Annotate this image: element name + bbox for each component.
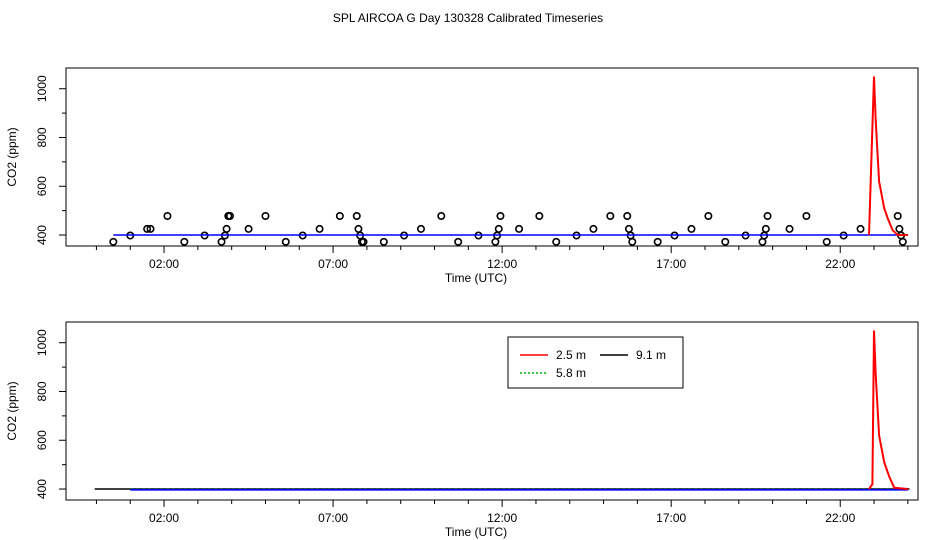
data-point (354, 224, 363, 233)
x-tick-label: 07:00 (318, 257, 348, 271)
panel-top: 02:00 07:00 12:00 17:00 22:00 400 600 800 1000 Ti… (5, 67, 919, 285)
data-point (856, 224, 865, 233)
x-tick-label: 17:00 (656, 257, 686, 271)
data-point (653, 237, 662, 246)
data-point (222, 224, 231, 233)
plot-frame (65, 67, 919, 247)
x-tick-label: 22:00 (825, 511, 855, 525)
data-point (244, 224, 253, 233)
data-point (163, 212, 172, 221)
data-point (109, 237, 118, 246)
x-tick-label: 02:00 (149, 511, 179, 525)
data-point (335, 212, 344, 221)
y-axis-label: CO2 (ppm) (5, 381, 19, 440)
legend-label: 5.8 m (556, 366, 586, 380)
data-point (416, 224, 425, 233)
data-point (217, 237, 226, 246)
data-point (895, 224, 904, 233)
data-point (898, 237, 907, 246)
chart-title: SPL AIRCOA G Day 130328 Calibrated Times… (333, 11, 603, 25)
data-point (146, 224, 155, 233)
data-point (606, 212, 615, 221)
data-point (785, 224, 794, 233)
data-point (454, 237, 463, 246)
x-axis-label: Time (UTC) (445, 271, 507, 285)
x-tick-label: 02:00 (149, 257, 179, 271)
legend-label: 9.1 m (636, 348, 666, 362)
data-point (359, 237, 368, 246)
data-point (802, 212, 811, 221)
data-point (180, 237, 189, 246)
data-point (628, 237, 637, 246)
panel-bottom: 02:00 07:00 12:00 17:00 22:00 400 600 800 1000 Ti… (5, 321, 919, 539)
data-point (352, 212, 361, 221)
data-point (761, 224, 770, 233)
data-point (589, 224, 598, 233)
x-tick-label: 12:00 (487, 257, 517, 271)
data-point (315, 224, 324, 233)
data-point (552, 237, 561, 246)
legend-box (507, 336, 684, 389)
data-point (225, 212, 234, 221)
y-tick-label: 1000 (35, 75, 49, 102)
x-axis-label: Time (UTC) (445, 525, 507, 539)
data-point (379, 237, 388, 246)
data-point (687, 224, 696, 233)
y-tick-label: 400 (35, 479, 49, 499)
data-point (893, 212, 902, 221)
x-tick-label: 07:00 (318, 511, 348, 525)
data-point (143, 224, 152, 233)
data-point (624, 224, 633, 233)
legend-label: 2.5 m (556, 348, 586, 362)
data-point (721, 237, 730, 246)
data-point (535, 212, 544, 221)
data-point (281, 237, 290, 246)
data-point (437, 212, 446, 221)
data-point (496, 212, 505, 221)
y-tick-label: 400 (35, 225, 49, 245)
data-point (822, 237, 831, 246)
data-point (515, 224, 524, 233)
series-line (868, 330, 908, 490)
plot-frame (65, 321, 919, 501)
y-tick-label: 800 (35, 381, 49, 401)
data-point (494, 224, 503, 233)
data-point (261, 212, 270, 221)
x-tick-label: 12:00 (487, 511, 517, 525)
data-point (704, 212, 713, 221)
y-tick-label: 1000 (35, 329, 49, 356)
y-tick-label: 800 (35, 127, 49, 147)
data-point (763, 212, 772, 221)
y-tick-label: 600 (35, 176, 49, 196)
data-point (491, 237, 500, 246)
x-tick-label: 17:00 (656, 511, 686, 525)
x-tick-label: 22:00 (825, 257, 855, 271)
data-point (758, 237, 767, 246)
data-point (623, 212, 632, 221)
y-axis-label: CO2 (ppm) (5, 127, 19, 186)
y-tick-label: 600 (35, 430, 49, 450)
series-line (868, 76, 908, 236)
